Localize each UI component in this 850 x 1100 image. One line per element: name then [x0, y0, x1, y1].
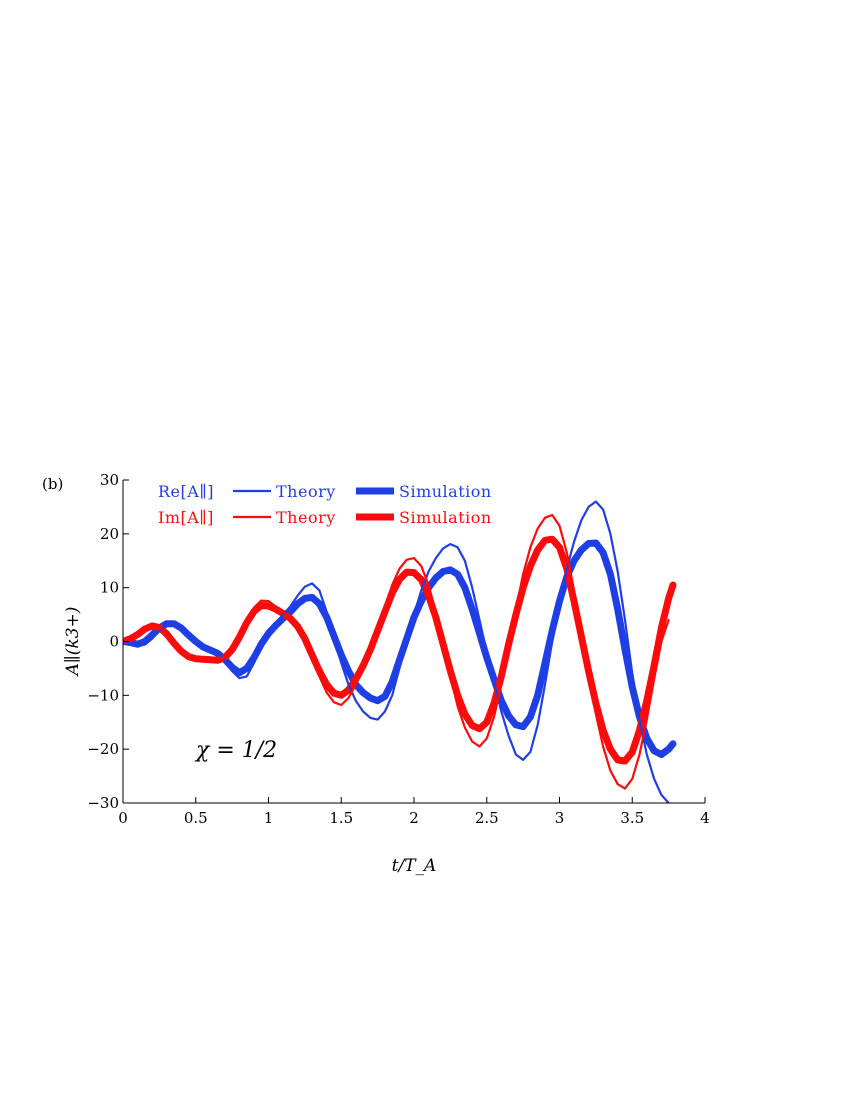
- x-tick-label: 4: [700, 809, 710, 827]
- x-tick-label: 1: [264, 809, 274, 827]
- series-line-re-theory: [123, 500, 670, 803]
- y-tick-label: −20: [87, 740, 119, 758]
- x-tick-label: 0: [118, 809, 128, 827]
- y-tick-label: 0: [109, 633, 119, 651]
- x-ticks: 0 0.5 1 1.5 2 2.5 3 3.5 4: [118, 797, 710, 827]
- plot-lines: [123, 500, 677, 803]
- x-tick-label: 2.5: [475, 809, 499, 827]
- x-tick-label: 3: [555, 809, 565, 827]
- chi-annotation: χ = 1/2: [194, 738, 277, 763]
- y-tick-label: −10: [87, 686, 119, 704]
- panel-label: (b): [42, 475, 63, 493]
- legend-re-theory-label: Theory: [276, 482, 336, 501]
- legend: Re[A∥] Theory Simulation Im[A∥] Theory S…: [158, 482, 492, 527]
- legend-re-simulation-label: Simulation: [399, 482, 492, 501]
- legend-im-label: Im[A∥]: [158, 508, 214, 527]
- series-line-im-theory: [123, 513, 670, 790]
- legend-im-simulation-label: Simulation: [399, 508, 492, 527]
- y-tick-label: 20: [100, 525, 119, 543]
- x-tick-label: 1.5: [329, 809, 353, 827]
- y-tick-label: 30: [100, 471, 119, 489]
- x-tick-label: 0.5: [184, 809, 208, 827]
- y-ticks: 30 20 10 0 −10 −20 −30: [87, 471, 129, 812]
- y-tick-label: 10: [100, 579, 119, 597]
- legend-re-label: Re[A∥]: [158, 482, 214, 501]
- y-tick-label: −30: [87, 794, 119, 812]
- x-tick-label: 3.5: [620, 809, 644, 827]
- x-axis-label: t/T_A: [392, 856, 437, 876]
- y-axis-label: A∥(k3+): [63, 607, 83, 678]
- legend-im-theory-label: Theory: [276, 508, 336, 527]
- x-tick-label: 2: [409, 809, 419, 827]
